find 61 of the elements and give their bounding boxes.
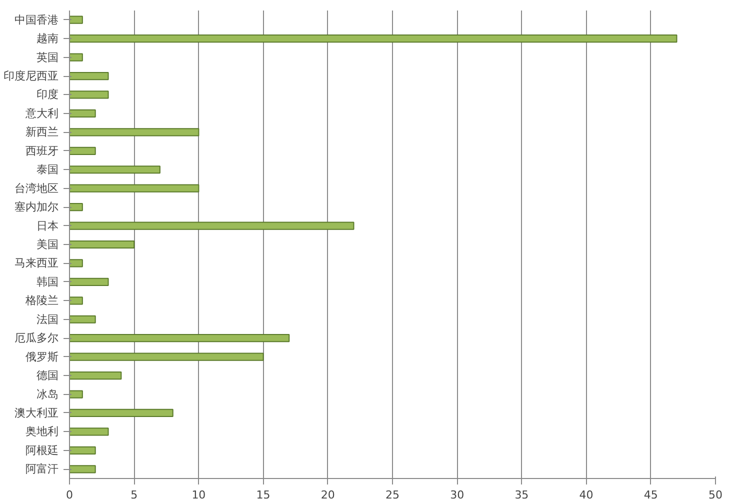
x-tick-label: 45 (644, 488, 658, 501)
bar (70, 352, 264, 361)
x-tick-label: 15 (256, 488, 270, 501)
bar (70, 334, 290, 342)
x-tick-label: 35 (514, 488, 529, 501)
bar (70, 390, 83, 398)
x-tick-label: 5 (130, 488, 138, 501)
y-tick-label: 法国 (36, 312, 58, 326)
y-tick-label: 阿富汗 (26, 462, 58, 476)
bar (70, 184, 200, 192)
bar (70, 34, 678, 43)
bar (70, 315, 96, 324)
bar (70, 203, 83, 212)
bar (70, 465, 96, 474)
bar (70, 128, 200, 136)
bar (70, 296, 83, 305)
y-tick-label: 美国 (36, 238, 58, 251)
y-tick-label: 中国香港 (14, 13, 58, 26)
x-tick-label: 10 (192, 488, 206, 501)
bar (70, 16, 83, 24)
y-tick-label: 厄瓜多尔 (14, 332, 58, 345)
bar (70, 72, 109, 80)
x-tick-label: 25 (386, 488, 400, 501)
y-tick-label: 台湾地区 (14, 182, 58, 195)
x-tick-label: 20 (320, 488, 335, 501)
y-tick-label: 奥地利 (26, 425, 58, 438)
bar (70, 371, 122, 380)
y-tick-label: 意大利 (24, 106, 58, 120)
y-tick-label: 格陵兰 (24, 294, 58, 308)
bar (70, 408, 174, 418)
bar (70, 259, 83, 268)
y-tick-label: 泰国 (36, 163, 58, 176)
bar (70, 109, 96, 118)
y-tick-label: 马来西亚 (14, 256, 58, 270)
y-tick-label: 越南 (36, 32, 58, 46)
x-tick-label: 0 (66, 488, 73, 501)
y-tick-label: 印度尼西亚 (4, 70, 58, 83)
bar (70, 90, 109, 99)
y-tick-label: 阿根廷 (26, 444, 58, 457)
bar (70, 428, 109, 436)
y-tick-label: 西班牙 (26, 144, 58, 158)
y-tick-label: 塞内加尔 (14, 200, 58, 214)
x-tick-label: 30 (450, 488, 464, 501)
x-tick-label: 50 (708, 488, 722, 501)
y-tick-label: 俄罗斯 (26, 350, 58, 364)
y-tick-label: 德国 (36, 369, 58, 382)
bar (70, 146, 96, 155)
bar (70, 278, 109, 286)
y-tick-label: 印度 (36, 88, 58, 102)
y-tick-label: 英国 (36, 50, 58, 64)
y-tick-label: 澳大利亚 (14, 406, 58, 420)
x-tick-label: 40 (579, 488, 594, 501)
y-tick-label: 冰岛 (36, 388, 58, 401)
y-tick-label: 日本 (36, 219, 58, 232)
y-tick-label: 新西兰 (26, 126, 58, 139)
y-tick-label: 韩国 (36, 275, 58, 288)
bar (70, 166, 160, 174)
bar (70, 222, 354, 230)
bar (70, 446, 96, 454)
bar (70, 240, 135, 249)
bar (70, 53, 83, 62)
